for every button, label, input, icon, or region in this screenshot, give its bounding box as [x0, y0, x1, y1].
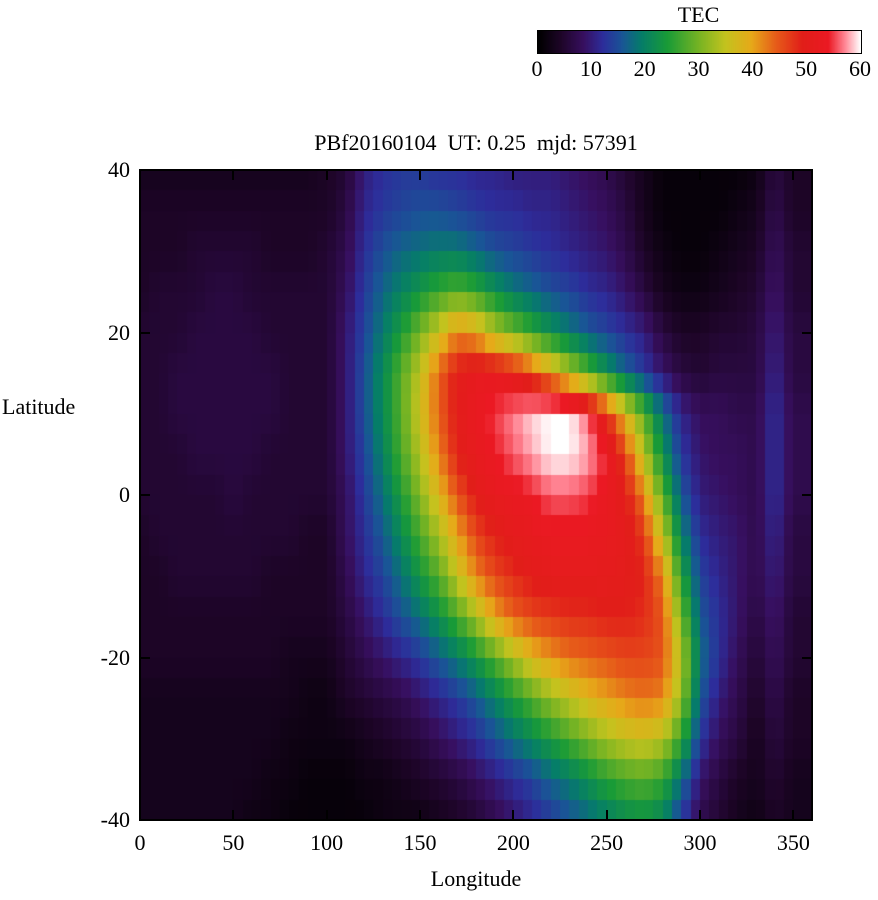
heatmap-plot-area [140, 170, 812, 820]
x-tick-label: 100 [310, 830, 344, 855]
x-tick-label: 350 [776, 830, 810, 855]
colorbar-tick-label: 50 [795, 56, 818, 81]
x-tick-label: 250 [590, 830, 624, 855]
plot-title: PBf20160104 UT: 0.25 mjd: 57391 [314, 130, 638, 155]
y-tick-label: 40 [108, 157, 130, 182]
colorbar-tick-label: 30 [687, 56, 710, 81]
colorbar-tick-label: 40 [741, 56, 764, 81]
x-tick-label: 0 [134, 830, 146, 855]
x-tick-label: 150 [403, 830, 437, 855]
colorbar-tick-label: 20 [633, 56, 656, 81]
y-tick-label: -20 [100, 644, 130, 670]
colorbar-tick-label: 10 [579, 56, 602, 81]
colorbar-tick-label: 60 [849, 56, 871, 81]
y-tick-label: 20 [108, 319, 130, 345]
x-tick-label: 200 [496, 830, 530, 855]
x-axis-label: Longitude [430, 866, 522, 891]
x-tick-label: 50 [222, 830, 245, 855]
heatmap-canvas [140, 170, 812, 820]
x-tick-label: 300 [683, 830, 717, 855]
y-axis-label: Latitude [2, 394, 76, 419]
colorbar [537, 30, 862, 54]
colorbar-title: TEC [677, 2, 720, 27]
y-tick-label: -40 [100, 807, 130, 832]
y-tick-label: 0 [119, 482, 130, 507]
colorbar-tick-label: 0 [531, 56, 543, 81]
colorbar-gradient [538, 31, 861, 53]
